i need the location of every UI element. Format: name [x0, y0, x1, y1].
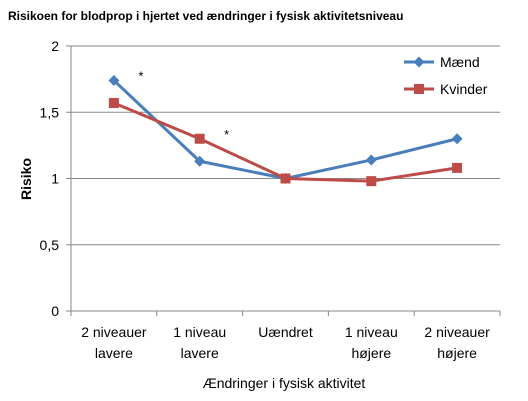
significance-marker: * [138, 69, 143, 84]
legend: Mænd Kvinder [404, 54, 488, 97]
axes [70, 46, 501, 316]
data-point [108, 74, 120, 86]
series-line [112, 79, 458, 180]
data-point [108, 97, 119, 108]
x-axis-label: Ændringer i fysisk aktivitet [203, 375, 366, 391]
x-tick-label: 2 niveauer højere [424, 324, 490, 361]
series-kvinder [108, 97, 463, 187]
series-lines [108, 74, 463, 187]
data-point [365, 154, 377, 166]
y-tick-label: 0,5 [40, 237, 60, 253]
legend-entry: Kvinder [404, 81, 488, 97]
y-tick-label: 1,5 [40, 104, 60, 120]
series-mænd [108, 74, 463, 184]
y-tick-labels: 0 0,5 1 1,5 2 [40, 38, 60, 319]
data-point [452, 162, 463, 173]
data-point [413, 56, 425, 68]
legend-label: Kvinder [440, 81, 488, 97]
data-point [414, 84, 424, 94]
y-tick-label: 1 [51, 171, 59, 187]
significance-marker: * [224, 127, 229, 142]
x-tick-label: 1 niveau lavere [173, 324, 226, 361]
chart-title: Risikoen for blodprop i hjertet ved ændr… [8, 9, 403, 23]
legend-label: Mænd [440, 54, 480, 70]
data-point [280, 173, 291, 184]
y-tick-label: 2 [51, 38, 59, 54]
series-line [113, 101, 458, 183]
annotations: ** [138, 69, 229, 142]
data-point [194, 155, 206, 167]
y-axis-label: Risiko [18, 158, 34, 200]
y-tick-label: 0 [51, 303, 59, 319]
data-point [194, 133, 205, 144]
legend-entry: Mænd [404, 54, 480, 70]
x-tick-labels: 2 niveauer lavere 1 niveau lavere Uændret 1 n… [81, 324, 490, 361]
x-tick-label: Uændret [258, 324, 313, 340]
x-tick-label: 2 niveauer lavere [81, 324, 147, 361]
x-tick-label: 1 niveau højere [345, 324, 398, 361]
data-point [451, 133, 463, 145]
data-point [366, 176, 377, 187]
